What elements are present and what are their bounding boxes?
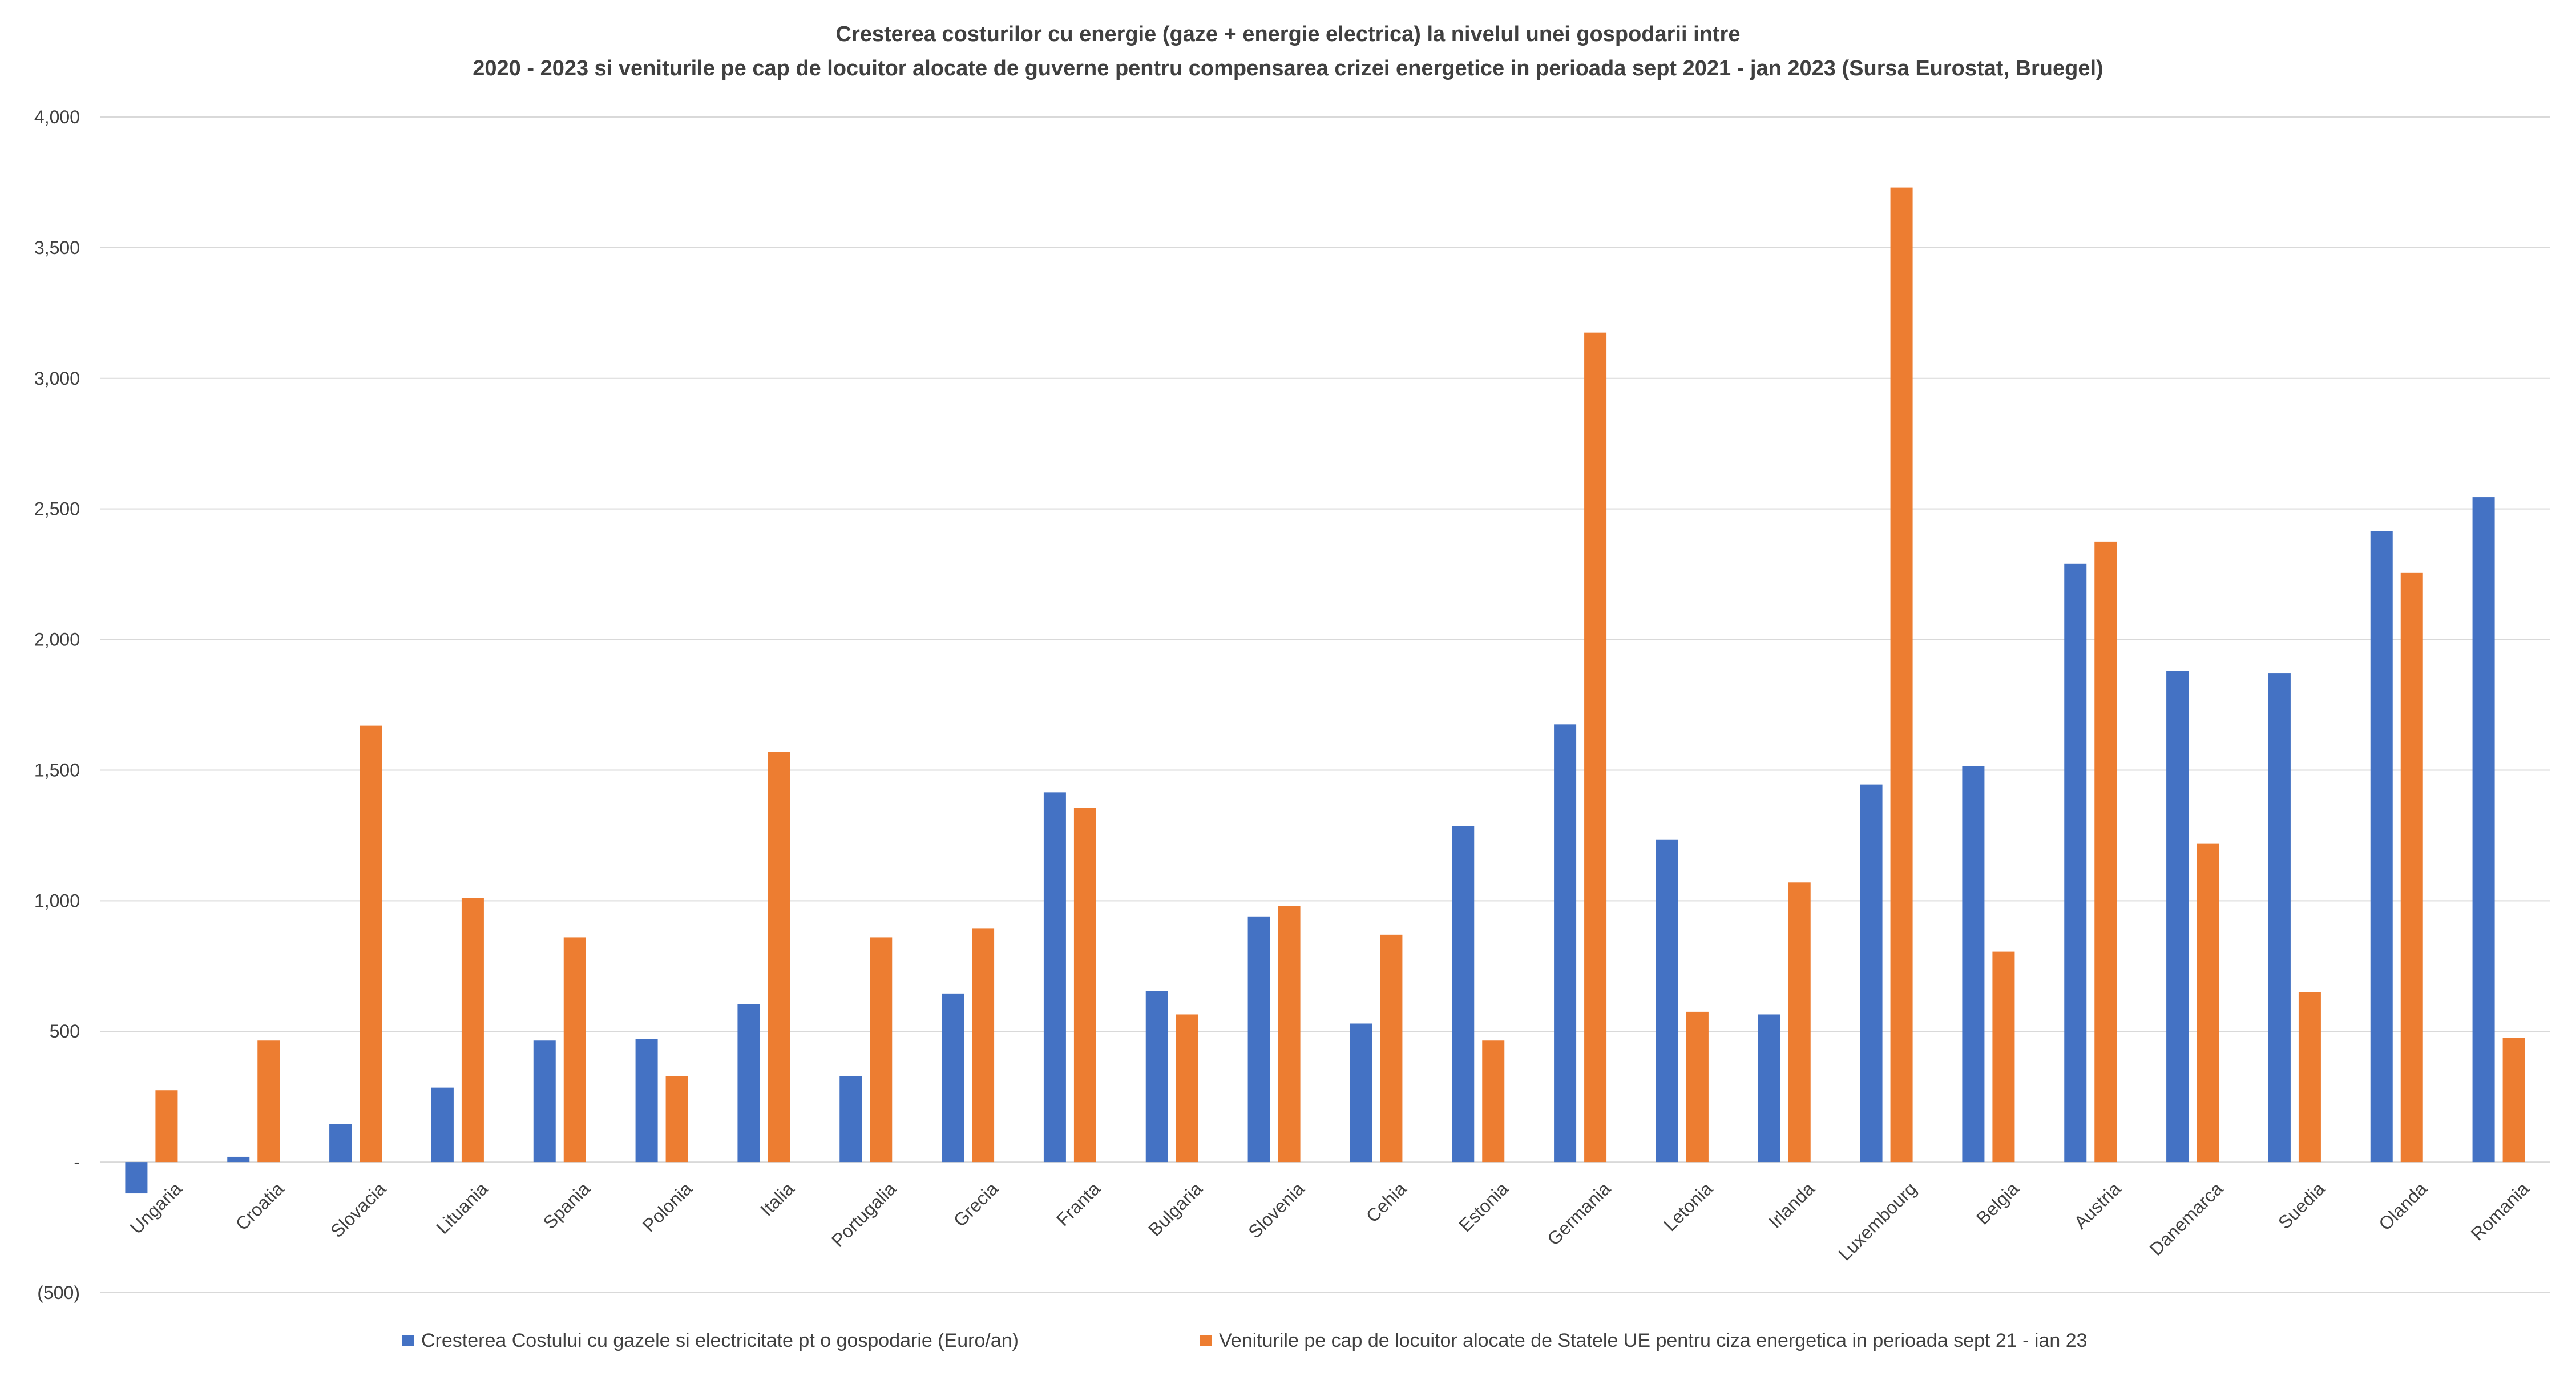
y-tick-label: 2,500 [34,499,80,519]
bar-series-2-danemarca [2197,843,2219,1163]
bar-series-2-olanda [2400,572,2423,1163]
y-tick-label: 3,000 [34,368,80,389]
x-tick-label-polonia: Polonia [639,1178,696,1236]
bar-series-2-ungaria [155,1090,178,1163]
x-tick-label-belgia: Belgia [1972,1178,2022,1228]
legend-label-series-2: Veniturile pe cap de locuitor alocate de… [1219,1330,2088,1351]
bar-series-1-portugalia [839,1076,862,1163]
bar-series-2-lituania [461,898,484,1163]
bar-series-1-romania [2472,497,2495,1163]
bar-series-1-italia [737,1004,760,1163]
x-tick-label-suedia: Suedia [2274,1178,2329,1233]
bar-series-2-belgia [1992,951,2015,1163]
bar-series-1-letonia [1656,839,1678,1163]
bar-series-1-grecia [942,993,964,1163]
bar-series-2-italia [768,752,790,1163]
bar-series-2-portugalia [870,937,893,1163]
bar-series-2-polonia [665,1076,688,1163]
x-axis-tick-labels: Ungaria Croatia Slovacia Lituania Spania Polo… [126,1178,2533,1264]
x-tick-label-germania: Germania [1543,1178,1614,1249]
bars [125,187,2525,1194]
chart-title: Cresterea costurilor cu energie (gaze + … [473,22,2103,80]
bar-series-1-cehia [1350,1023,1372,1163]
bar-series-2-romania [2502,1038,2525,1163]
gridlines [100,116,2550,1293]
bar-series-2-irlanda [1788,882,1811,1163]
legend-label-series-1: Cresterea Costului cu gazele si electric… [421,1330,1019,1351]
legend-swatch-series-1 [402,1335,414,1346]
bar-series-2-estonia [1482,1040,1505,1163]
x-tick-label-austria: Austria [2070,1178,2125,1233]
bar-series-1-ungaria [125,1162,148,1194]
x-tick-label-portugalia: Portugalia [827,1178,900,1250]
bar-series-2-spania [563,937,586,1163]
bar-series-1-suedia [2268,673,2291,1163]
bar-series-1-belgia [1962,766,1985,1163]
bar-series-1-luxembourg [1860,784,1883,1163]
x-tick-label-letonia: Letonia [1660,1178,1717,1235]
y-tick-label: 500 [50,1021,80,1042]
bar-series-2-croatia [257,1040,280,1163]
x-tick-label-croatia: Croatia [232,1178,288,1234]
x-tick-label-estonia: Estonia [1455,1178,1512,1236]
bar-series-1-slovacia [329,1124,352,1163]
bar-series-2-grecia [972,928,995,1163]
bar-series-1-spania [533,1040,556,1163]
x-tick-label-spania: Spania [539,1178,594,1233]
x-tick-label-italia: Italia [756,1178,798,1220]
bar-series-1-franta [1043,792,1066,1163]
legend: Cresterea Costului cu gazele si electric… [402,1330,2088,1351]
bar-series-1-danemarca [2166,671,2189,1163]
bar-series-2-slovacia [360,725,382,1163]
bar-series-1-croatia [227,1156,250,1163]
x-tick-label-slovacia: Slovacia [326,1178,390,1241]
y-tick-label: 1,500 [34,760,80,780]
y-axis-tick-labels: 4,000 3,500 3,000 2,500 2,000 1,500 1,000 500 - (… [34,107,80,1303]
x-tick-label-luxembourg: Luxembourg [1834,1178,1920,1264]
x-tick-label-franta: Franta [1052,1178,1104,1230]
x-tick-label-slovenia: Slovenia [1244,1178,1308,1242]
bar-series-1-lituania [431,1087,454,1163]
y-tick-label: 1,000 [34,890,80,911]
bar-series-1-irlanda [1758,1014,1780,1163]
chart-title-line-1: Cresterea costurilor cu energie (gaze + … [836,22,1741,46]
y-tick-label: - [74,1152,80,1172]
bar-series-1-polonia [635,1039,658,1163]
x-tick-label-grecia: Grecia [950,1178,1002,1230]
bar-series-2-cehia [1380,934,1403,1163]
x-tick-label-cehia: Cehia [1362,1178,1411,1226]
bar-series-2-slovenia [1278,906,1301,1163]
x-tick-label-danemarca: Danemarca [2146,1178,2227,1260]
bar-series-2-austria [2094,541,2117,1163]
bar-series-1-slovenia [1247,916,1270,1163]
y-tick-label: 2,000 [34,630,80,650]
bar-series-2-bulgaria [1176,1014,1198,1163]
bar-series-1-austria [2064,563,2087,1163]
bar-series-1-germania [1554,724,1577,1163]
x-tick-label-olanda: Olanda [2375,1178,2431,1234]
bar-series-2-letonia [1686,1011,1709,1163]
x-tick-label-irlanda: Irlanda [1765,1178,1819,1232]
y-tick-label: (500) [37,1282,80,1303]
bar-series-2-suedia [2298,992,2321,1163]
bar-series-2-franta [1073,808,1096,1163]
x-tick-label-bulgaria: Bulgaria [1144,1178,1206,1240]
y-tick-label: 4,000 [34,107,80,127]
legend-swatch-series-2 [1200,1335,1212,1346]
bar-series-1-olanda [2370,531,2393,1163]
x-tick-label-romania: Romania [2467,1178,2533,1244]
bar-series-2-luxembourg [1890,187,1913,1163]
chart-title-line-2: 2020 - 2023 si veniturile pe cap de locu… [473,57,2103,80]
bar-series-1-bulgaria [1145,991,1168,1163]
bar-series-2-germania [1584,332,1607,1163]
y-tick-label: 3,500 [34,237,80,258]
bar-series-1-estonia [1452,826,1475,1163]
x-tick-label-lituania: Lituania [432,1178,492,1238]
